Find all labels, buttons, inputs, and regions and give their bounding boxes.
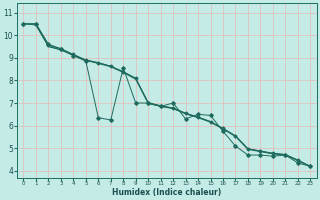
X-axis label: Humidex (Indice chaleur): Humidex (Indice chaleur) bbox=[112, 188, 221, 197]
